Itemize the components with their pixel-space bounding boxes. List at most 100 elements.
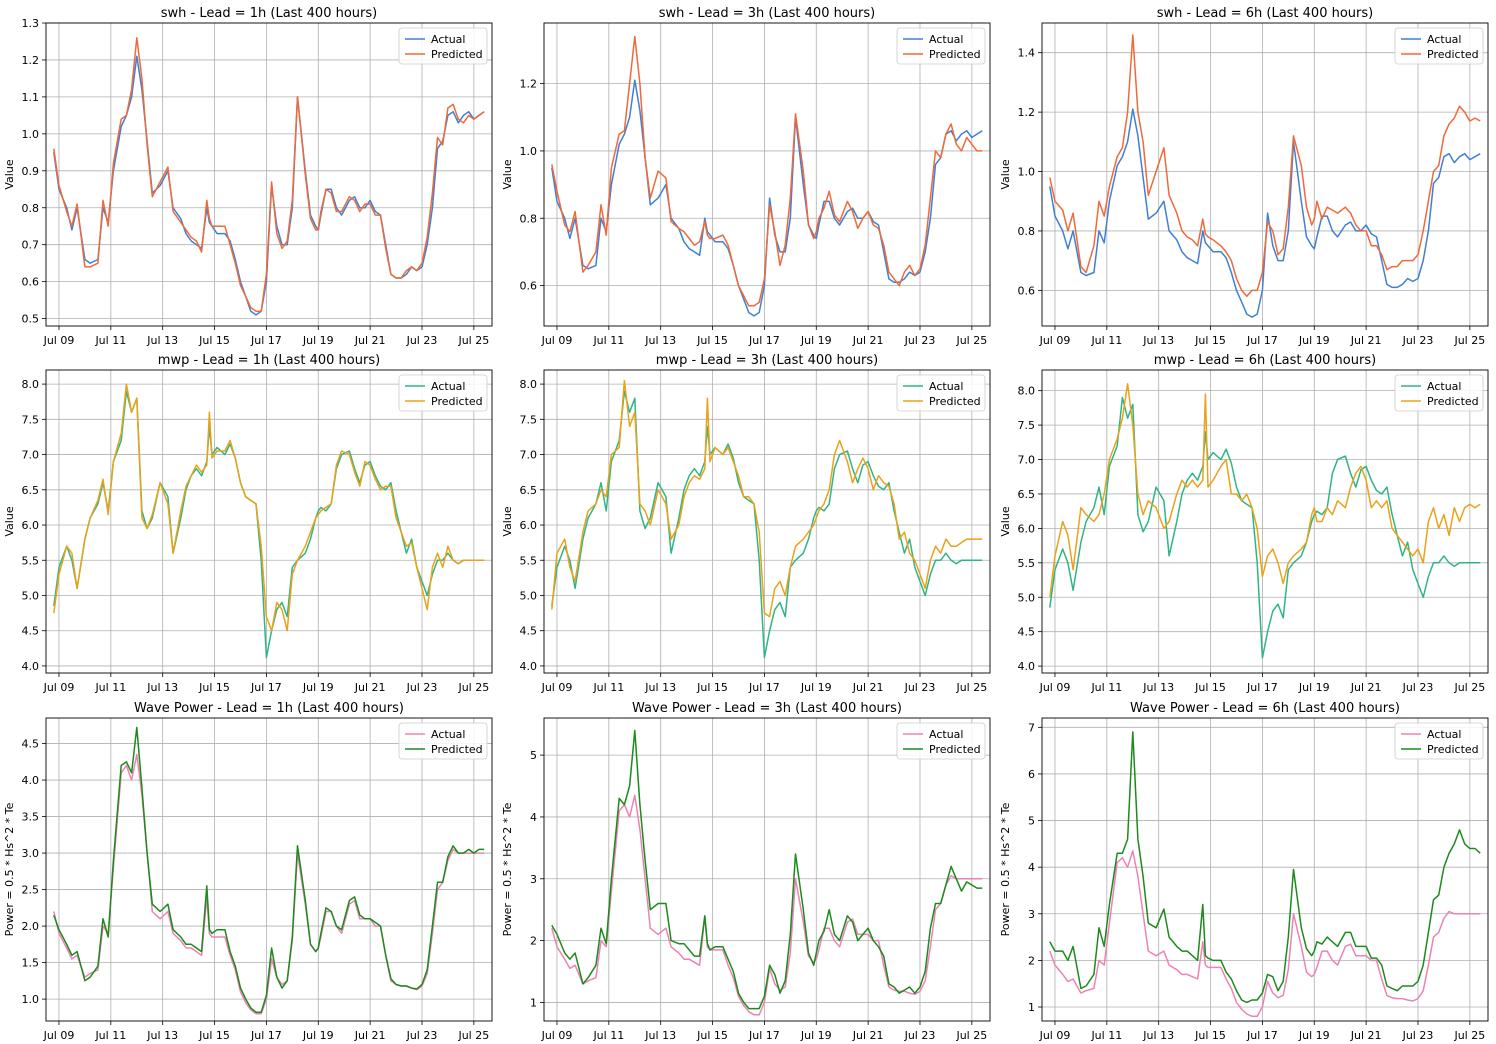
x-tick-label: Jul 17: [748, 681, 780, 694]
y-axis-label: Value: [501, 506, 514, 536]
y-tick-label: 1: [1028, 1001, 1035, 1014]
plot-area: [46, 370, 492, 673]
x-tick-label: Jul 19: [302, 681, 334, 694]
y-tick-label: 1.2: [520, 78, 538, 91]
plot-frame: [45, 22, 493, 327]
y-axis-label: Value: [3, 506, 16, 536]
x-tick-label: Jul 17: [1246, 681, 1278, 694]
legend-label: Predicted: [431, 48, 483, 61]
legend-box: [896, 374, 986, 412]
legend-label: Actual: [1427, 380, 1461, 393]
y-tick-label: 4.0: [520, 660, 538, 673]
x-tick-label: Jul 09: [1039, 1029, 1071, 1042]
x-tick-label: Jul 11: [592, 681, 624, 694]
x-tick-label: Jul 15: [696, 681, 728, 694]
series-line-actual: [551, 794, 983, 1016]
x-tick-label: Jul 09: [541, 1029, 573, 1042]
x-tick-label: Jul 13: [146, 681, 178, 694]
y-tick-label: 4.5: [520, 625, 538, 638]
x-tick-label: Jul 09: [1039, 334, 1071, 347]
chart-panel: 4.0 4.5 5.0 5.5 6.0 6.5 7.0 7.5 8.0 Jul 09 Jul 11 J…: [501, 353, 991, 694]
x-tick-label: Jul 11: [1090, 1029, 1122, 1042]
y-tick-label: 1.0: [520, 145, 538, 158]
y-axis-label: Value: [501, 159, 514, 189]
x-tick-label: Jul 13: [644, 1029, 676, 1042]
x-tick-label: Jul 21: [852, 1029, 884, 1042]
x-tick-label: Jul 09: [541, 681, 573, 694]
plot-area: [544, 370, 990, 673]
x-tick-label: Jul 21: [852, 334, 884, 347]
x-tick-label: Jul 11: [592, 334, 624, 347]
chart-title: mwp - Lead = 3h (Last 400 hours): [656, 353, 878, 368]
chart-title: Wave Power - Lead = 1h (Last 400 hours): [134, 701, 404, 716]
y-tick-label: 2: [1028, 954, 1035, 967]
legend-label: Actual: [431, 728, 465, 741]
chart-title: swh - Lead = 1h (Last 400 hours): [161, 6, 377, 21]
x-tick-label: Jul 13: [1142, 681, 1174, 694]
plot-frame: [543, 369, 991, 674]
x-tick-label: Jul 09: [43, 1029, 75, 1042]
y-tick-label: 5.0: [22, 589, 40, 602]
y-tick-label: 3: [530, 873, 537, 886]
x-tick-label: Jul 25: [955, 681, 987, 694]
y-tick-label: 3.5: [22, 811, 40, 824]
series-line-predicted: [1049, 383, 1481, 598]
x-tick-label: Jul 21: [1350, 1029, 1382, 1042]
y-tick-label: 1.2: [1018, 106, 1036, 119]
x-tick-label: Jul 21: [1350, 334, 1382, 347]
x-tick-label: Jul 19: [800, 681, 832, 694]
y-tick-label: 2.5: [22, 884, 40, 897]
y-axis-label: Value: [999, 506, 1012, 536]
y-tick-label: 5.0: [1018, 591, 1036, 604]
x-tick-label: Jul 23: [1402, 334, 1434, 347]
y-tick-label: 7.5: [1018, 419, 1036, 432]
x-tick-label: Jul 19: [302, 334, 334, 347]
legend-box: [896, 722, 986, 760]
x-tick-label: Jul 15: [1194, 334, 1226, 347]
plot-frame: [45, 717, 493, 1022]
legend-box: [398, 374, 488, 412]
x-tick-label: Jul 13: [644, 334, 676, 347]
x-tick-label: Jul 23: [1402, 681, 1434, 694]
series-line-predicted: [551, 379, 983, 618]
y-tick-label: 2.0: [22, 920, 40, 933]
y-tick-label: 8.0: [1018, 385, 1036, 398]
y-tick-label: 8.0: [520, 378, 538, 391]
x-tick-label: Jul 17: [1246, 334, 1278, 347]
y-tick-label: 5.5: [1018, 557, 1036, 570]
series-line-predicted: [53, 726, 485, 1013]
chart-title: swh - Lead = 6h (Last 400 hours): [1157, 6, 1373, 21]
y-tick-label: 0.9: [22, 165, 40, 178]
x-tick-label: Jul 25: [457, 681, 489, 694]
x-tick-label: Jul 15: [198, 681, 230, 694]
x-tick-label: Jul 17: [748, 334, 780, 347]
y-tick-label: 0.5: [22, 313, 40, 326]
series-line-actual: [1049, 850, 1481, 1018]
plot-area: [544, 718, 990, 1021]
x-tick-label: Jul 25: [955, 334, 987, 347]
series-line-actual: [1049, 108, 1481, 318]
x-tick-label: Jul 21: [354, 1029, 386, 1042]
x-tick-label: Jul 25: [1453, 334, 1485, 347]
x-tick-label: Jul 19: [1298, 334, 1330, 347]
y-tick-label: 6.5: [22, 484, 40, 497]
y-axis-label: Power = 0.5 * Hs^2 * Te: [3, 802, 16, 936]
y-tick-label: 7.0: [1018, 454, 1036, 467]
series-line-predicted: [53, 37, 485, 312]
plot-frame: [1041, 717, 1489, 1022]
chart-panel: 1 2 3 4 5 Jul 09 Jul 11 Jul 13 Jul 15 Jul 17 Jul 1…: [501, 701, 991, 1042]
y-tick-label: 0.6: [520, 280, 538, 293]
legend-label: Predicted: [1427, 395, 1479, 408]
chart-panel: 0.6 0.8 1.0 1.2 Jul 09 Jul 11 Jul 13 Jul 15 Jul …: [501, 6, 991, 347]
plot-area: [46, 23, 492, 326]
chart-panel: 0.5 0.6 0.7 0.8 0.9 1.0 1.1 1.2 1.3 Jul 09 Jul 11 J…: [3, 6, 493, 347]
x-tick-label: Jul 15: [198, 334, 230, 347]
x-tick-label: Jul 11: [1090, 681, 1122, 694]
x-tick-label: Jul 19: [800, 1029, 832, 1042]
y-tick-label: 4: [530, 811, 537, 824]
y-tick-label: 2: [530, 935, 537, 948]
y-axis-label: Power = 0.5 * Hs^2 * Te: [999, 802, 1012, 936]
x-tick-label: Jul 09: [43, 334, 75, 347]
x-tick-label: Jul 15: [1194, 1029, 1226, 1042]
y-tick-label: 1.0: [22, 993, 40, 1006]
